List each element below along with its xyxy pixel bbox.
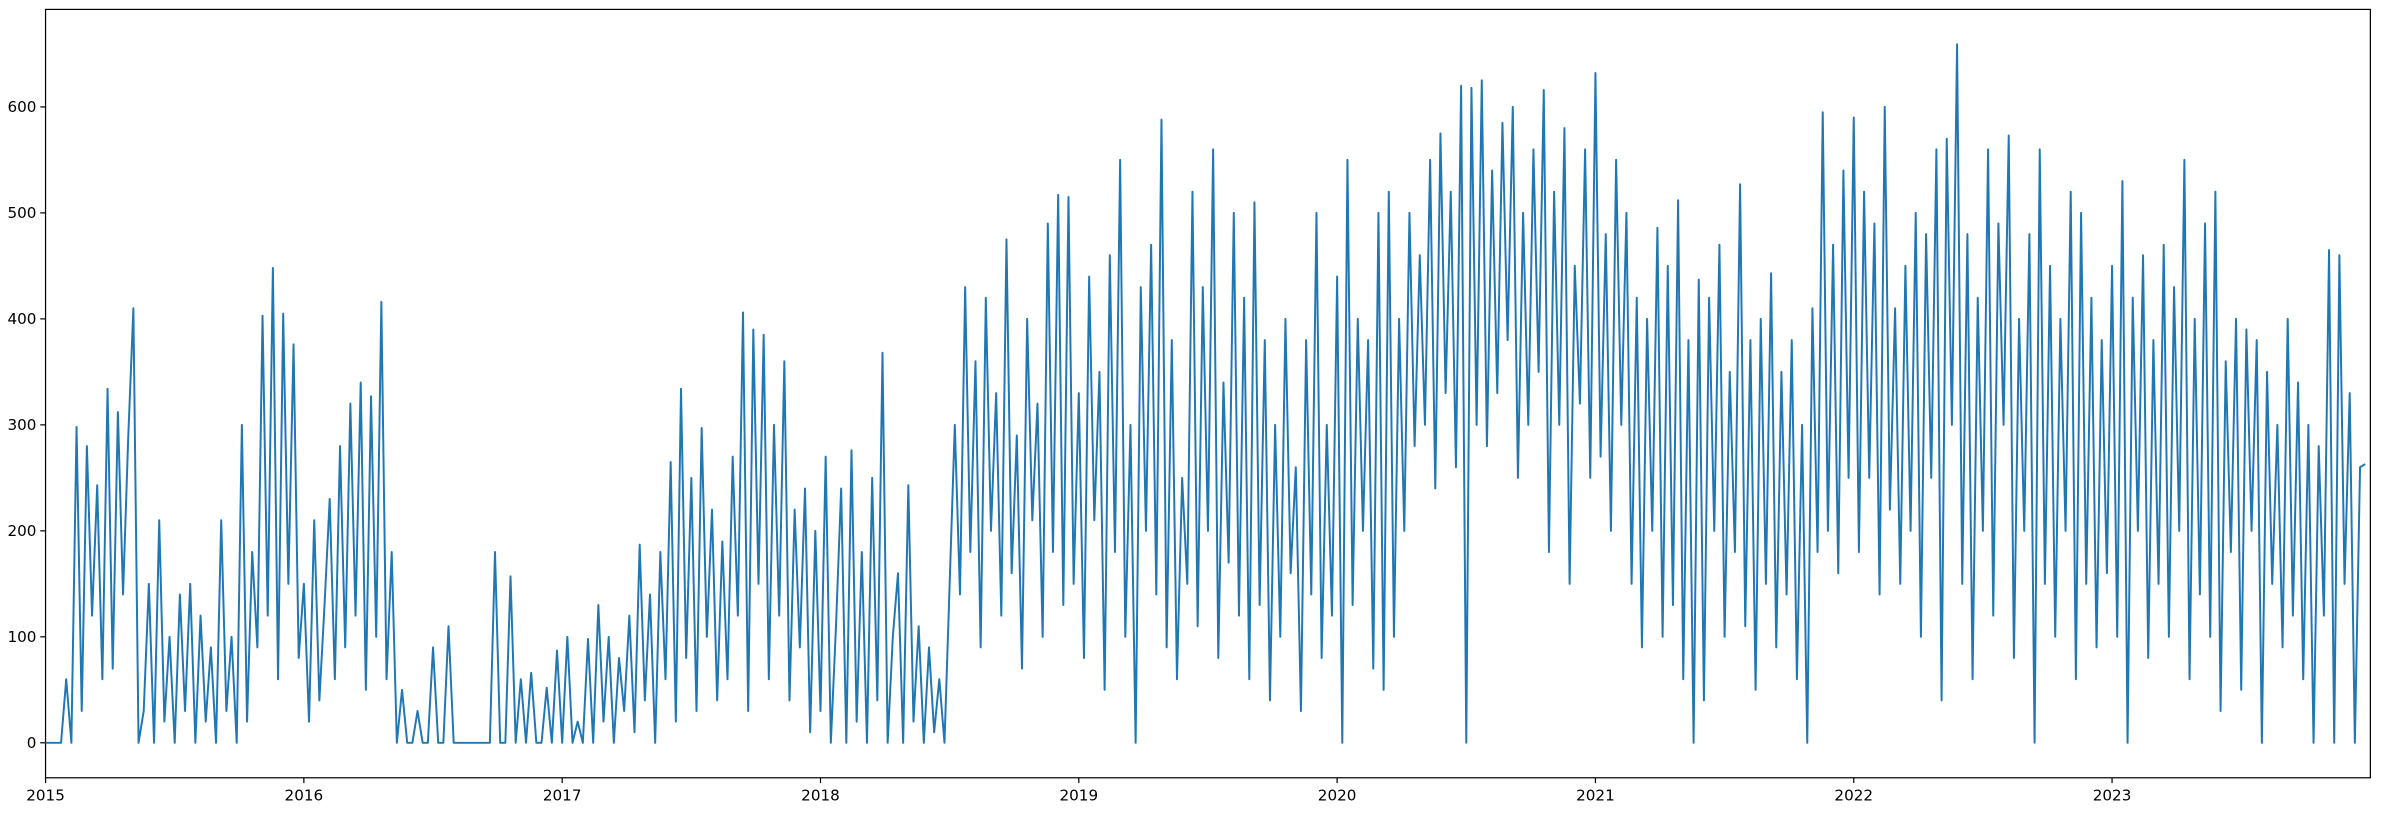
y-tick-label: 300 [7,416,36,434]
x-tick-label: 2023 [2093,787,2132,805]
data-line [45,43,2366,744]
x-tick-label: 2015 [26,787,65,805]
x-tick-label: 2019 [1059,787,1098,805]
y-tick-label: 100 [7,628,36,646]
y-tick-label: 200 [7,522,36,540]
x-tick-label: 2021 [1576,787,1615,805]
plot-frame [44,8,2371,779]
x-tick-label: 2022 [1834,787,1873,805]
x-tick-label: 2017 [543,787,582,805]
y-tick-label: 0 [27,734,37,752]
y-tick-label: 500 [7,204,36,222]
y-tick-label: 400 [7,310,36,328]
x-tick-label: 2016 [285,787,324,805]
y-tick-label: 600 [7,98,36,116]
x-tick-label: 2018 [801,787,840,805]
x-tick-label: 2020 [1318,787,1357,805]
